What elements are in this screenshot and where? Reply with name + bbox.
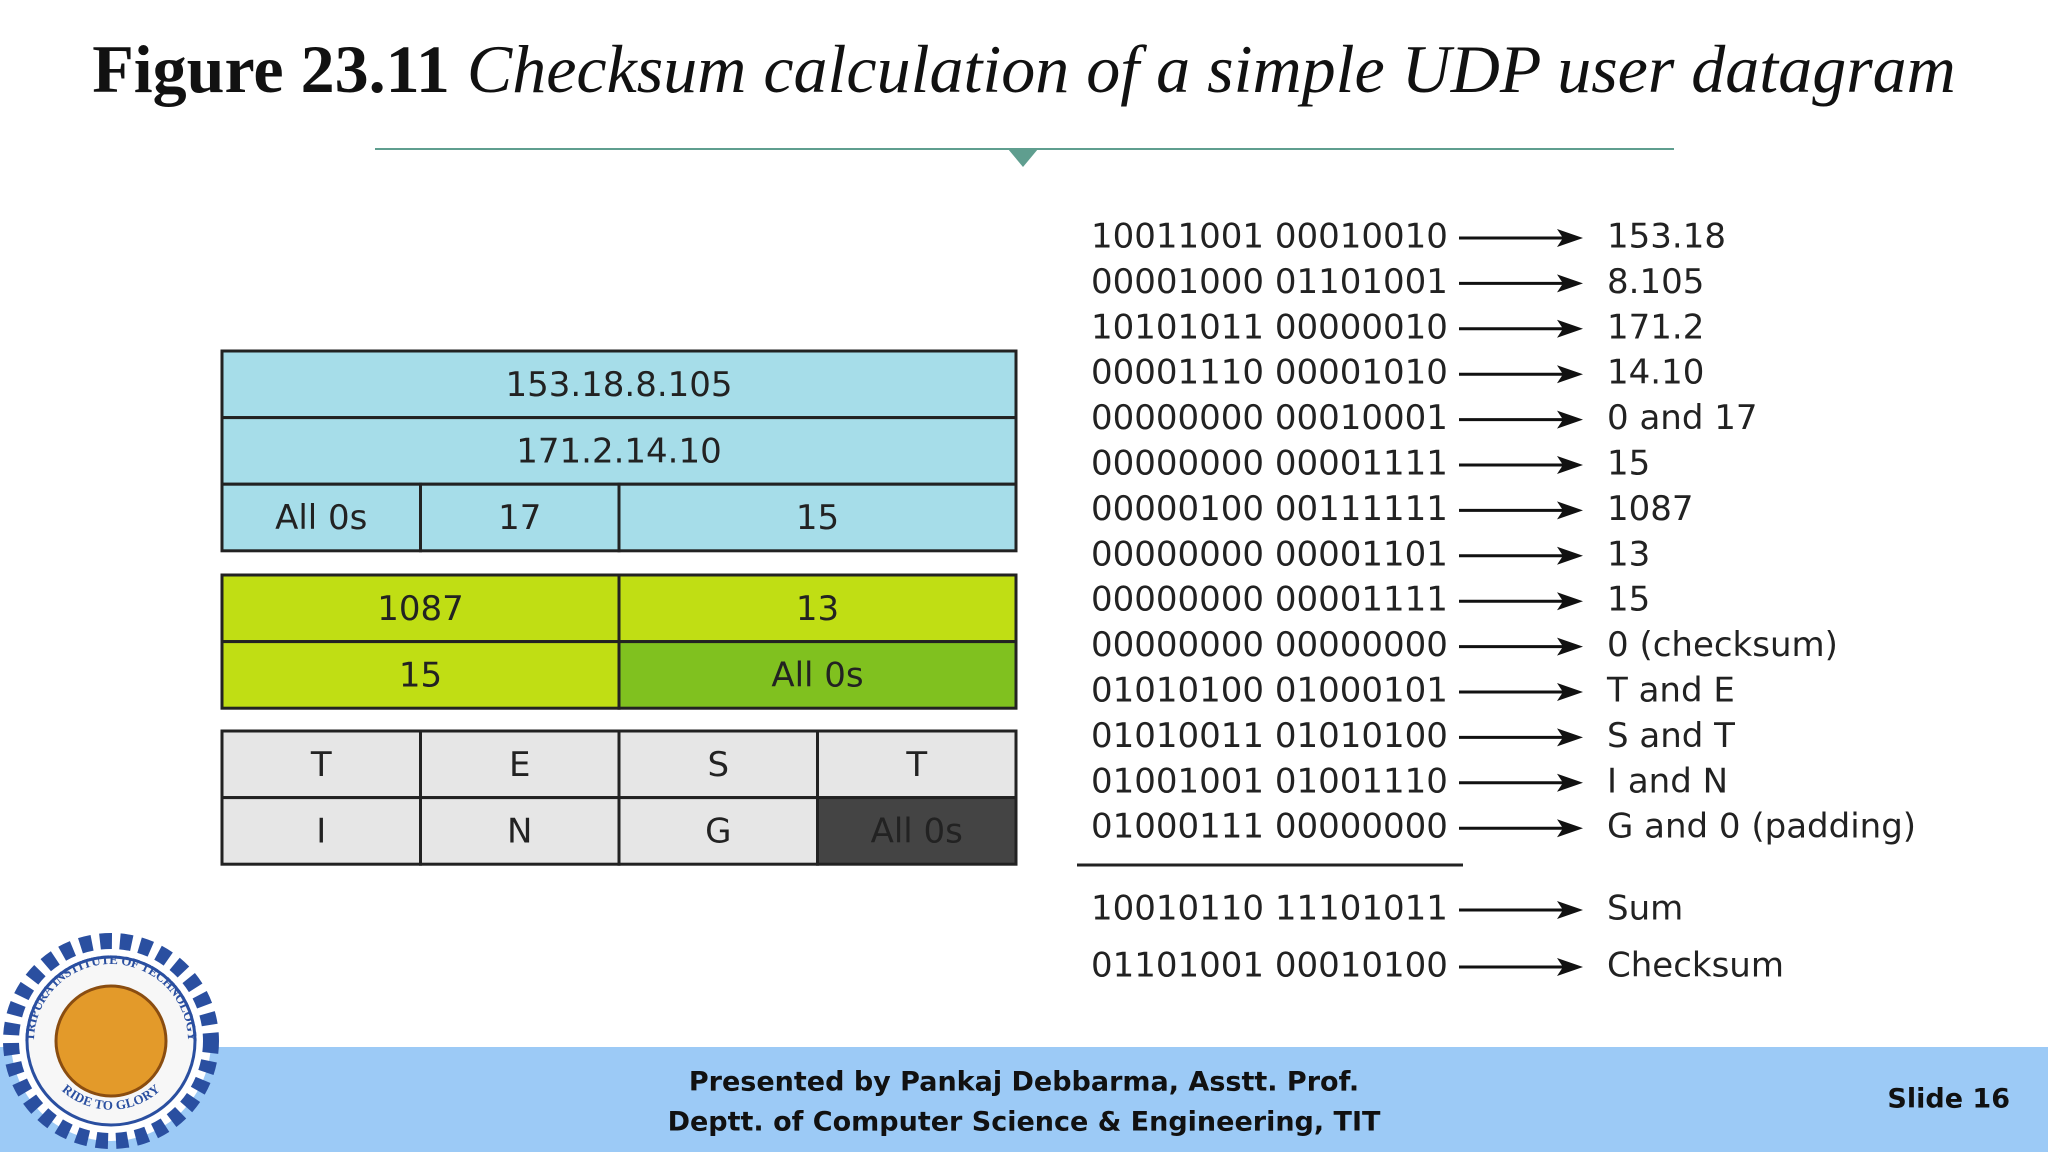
footer-line: Deptt. of Computer Science & Engineering…	[668, 1107, 1381, 1138]
table-cell	[220, 640, 621, 710]
decoded-value: S and T	[1607, 716, 1735, 756]
arrow-head	[1557, 456, 1583, 474]
table-cell	[816, 729, 1018, 800]
bit-pattern: 00000100 00111111	[1091, 489, 1448, 529]
cell-text: All 0s	[771, 655, 863, 695]
decoded-value: 0 (checksum)	[1607, 625, 1838, 665]
cell-text: 17	[498, 498, 541, 538]
bit-pattern: 10011001 00010010	[1091, 217, 1448, 257]
bit-pattern: 00000000 00001111	[1091, 580, 1448, 620]
cell-text: 1087	[377, 589, 464, 629]
bit-pattern: 01101001 00010100	[1091, 946, 1448, 986]
table-cell	[220, 729, 422, 800]
bit-pattern: 01000111 00000000	[1091, 807, 1448, 847]
figure-label: Figure 23.11	[92, 31, 450, 107]
table-cell	[816, 796, 1018, 866]
bit-pattern: 00001110 00001010	[1091, 353, 1448, 393]
cell-text: N	[507, 811, 532, 851]
arrow-head	[1557, 958, 1583, 976]
cell-text: 153.18.8.105	[505, 365, 732, 405]
bit-pattern: 01010011 01010100	[1091, 716, 1448, 756]
table-cell	[617, 796, 819, 866]
cell-text: G	[705, 811, 731, 851]
bit-pattern: 00001000 01101001	[1091, 262, 1448, 302]
arrow-head	[1557, 546, 1583, 565]
table-cell	[617, 640, 1018, 710]
arrow-head	[1557, 365, 1583, 384]
arrow-head	[1557, 229, 1583, 247]
arrow-head	[1557, 274, 1583, 293]
bit-pattern: 10101011 00000010	[1091, 307, 1448, 347]
decoded-value: G and 0 (padding)	[1607, 807, 1916, 847]
decoded-value: 1087	[1607, 489, 1694, 529]
decoded-value: Sum	[1607, 889, 1683, 929]
decoded-value: 153.18	[1607, 217, 1726, 257]
footer-band	[0, 1047, 2048, 1152]
cell-text: T	[905, 745, 927, 785]
bit-pattern: 00000000 00001101	[1091, 534, 1448, 574]
decoded-value: I and N	[1607, 761, 1728, 801]
bit-pattern: 00000000 00000000	[1091, 625, 1448, 665]
arrow-head	[1557, 410, 1583, 429]
arrow-head	[1557, 319, 1583, 338]
bit-pattern: 00000000 00001111	[1091, 444, 1448, 484]
arrow-head	[1557, 819, 1583, 838]
table-cell	[617, 573, 1018, 644]
logo: TRIPURA INSTITUTE OF TECHNOLOGY RIDE TO …	[3, 933, 219, 1149]
decoded-value: 0 and 17	[1607, 398, 1757, 438]
decoded-value: 15	[1607, 444, 1650, 484]
figure-caption: Checksum calculation of a simple UDP use…	[467, 31, 1956, 107]
slide-number: Slide 16	[1887, 1084, 2010, 1115]
divider-marker	[1008, 149, 1038, 167]
cell-text: All 0s	[275, 498, 367, 538]
table-cell	[220, 482, 422, 553]
arrow-head	[1557, 728, 1583, 747]
decoded-value: 171.2	[1607, 307, 1704, 347]
decoded-value: 15	[1607, 580, 1650, 620]
table-cell	[220, 416, 1018, 486]
bit-pattern: 01010100 01000101	[1091, 671, 1448, 711]
arrow-head	[1557, 637, 1583, 656]
cell-text: 15	[796, 498, 839, 538]
cell-text: 15	[399, 655, 442, 695]
cell-text: S	[707, 745, 729, 785]
bit-pattern: 00000000 00010001	[1091, 398, 1448, 438]
arrow-head	[1557, 592, 1583, 611]
slide-title: Figure 23.11 Checksum calculation of a s…	[92, 31, 1956, 107]
table-cell	[419, 729, 621, 800]
cell-text: All 0s	[871, 811, 963, 851]
cell-text: I	[316, 811, 326, 851]
arrow-head	[1557, 683, 1583, 701]
table-cell	[419, 482, 621, 553]
decoded-value: 8.105	[1607, 262, 1704, 302]
arrow-head	[1557, 901, 1583, 919]
cell-text: 171.2.14.10	[516, 431, 721, 471]
logo-emblem	[54, 984, 168, 1098]
bit-pattern: 10010110 11101011	[1091, 889, 1448, 929]
decoded-value: Checksum	[1607, 946, 1784, 986]
arrow-head	[1557, 773, 1583, 792]
table-cell	[617, 482, 1018, 553]
arrow-head	[1557, 501, 1583, 520]
bit-pattern: 01001001 01001110	[1091, 761, 1448, 801]
footer-line: Presented by Pankaj Debbarma, Asstt. Pro…	[689, 1067, 1359, 1098]
decoded-value: 13	[1607, 534, 1650, 574]
table-cell	[220, 349, 1018, 420]
cell-text: E	[509, 745, 530, 785]
decoded-value: 14.10	[1607, 353, 1704, 393]
cell-text: 13	[796, 589, 839, 629]
cell-text: T	[310, 745, 332, 785]
decoded-value: T and E	[1606, 671, 1735, 711]
